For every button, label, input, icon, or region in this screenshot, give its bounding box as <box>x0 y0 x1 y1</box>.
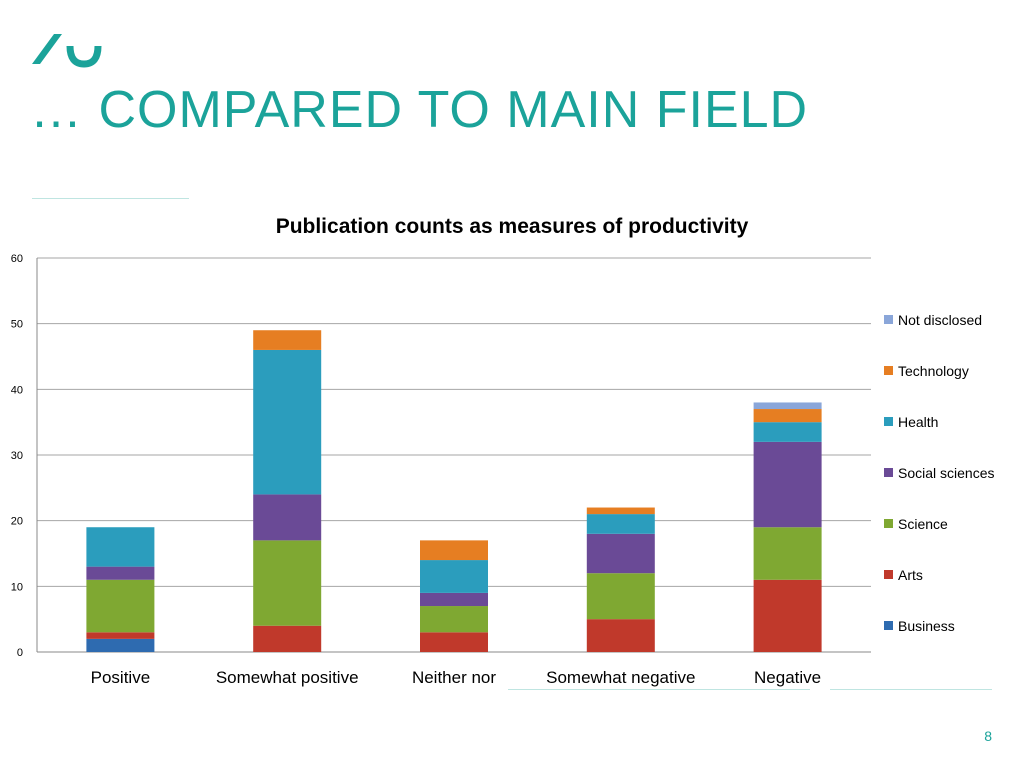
x-tick-label: Positive <box>91 668 151 687</box>
x-tick-label: Neither nor <box>412 668 496 687</box>
x-tick-label: Negative <box>754 668 821 687</box>
y-tick-label: 30 <box>11 450 23 462</box>
bar-segment <box>753 422 822 442</box>
x-tick-label: Somewhat positive <box>216 668 359 687</box>
bar-segment <box>86 566 155 580</box>
bar-segment <box>86 579 155 633</box>
legend-swatch <box>884 570 893 579</box>
slide-title: … COMPARED TO MAIN FIELD <box>30 81 809 139</box>
y-tick-label: 10 <box>11 581 23 593</box>
stacked-bar-chart: Publication counts as measures of produc… <box>11 215 995 687</box>
bar-segment <box>420 560 488 593</box>
footer-divider-right <box>830 689 992 690</box>
bar-segment <box>586 514 655 534</box>
bar-segment <box>586 573 655 620</box>
y-tick-label: 50 <box>11 319 23 331</box>
bar-segment <box>753 579 822 652</box>
legend-label: Science <box>898 516 948 532</box>
legend-swatch <box>884 417 893 426</box>
bar-segment <box>420 592 488 607</box>
legend-label: Not disclosed <box>898 312 982 328</box>
bar-segment <box>753 441 822 528</box>
bar-segment <box>753 409 822 423</box>
x-tick-label: Somewhat negative <box>546 668 695 687</box>
bar-segment <box>253 625 322 652</box>
bar-segment <box>253 540 322 626</box>
bar-segment <box>586 507 655 515</box>
bar-segment <box>253 494 322 541</box>
bar-segment <box>586 619 655 652</box>
page-number: 8 <box>984 728 992 744</box>
bar-segment <box>253 349 322 495</box>
legend-swatch <box>884 621 893 630</box>
bar-segment <box>586 533 655 574</box>
y-tick-label: 0 <box>17 647 23 659</box>
bar-segment <box>86 632 155 639</box>
footer-divider-left <box>508 689 810 690</box>
bar-segment <box>86 527 155 567</box>
legend-swatch <box>884 519 893 528</box>
legend-swatch <box>884 366 893 375</box>
legend-label: Arts <box>898 567 923 583</box>
y-tick-label: 20 <box>11 516 23 528</box>
logo-icon <box>32 34 102 68</box>
bar-segment <box>420 632 488 652</box>
bar-segment <box>420 540 488 561</box>
y-tick-label: 60 <box>11 253 23 265</box>
legend-swatch <box>884 468 893 477</box>
bar-segment <box>253 330 322 350</box>
legend-label: Technology <box>898 363 969 379</box>
legend-label: Business <box>898 618 955 634</box>
bar-segment <box>753 402 822 410</box>
legend-label: Health <box>898 414 938 430</box>
legend-swatch <box>884 315 893 324</box>
y-tick-label: 40 <box>11 384 23 396</box>
bar-segment <box>753 527 822 580</box>
bar-segment <box>86 638 155 652</box>
bar-segment <box>420 606 488 633</box>
legend-label: Social sciences <box>898 465 995 481</box>
title-divider <box>32 198 189 199</box>
chart-title: Publication counts as measures of produc… <box>276 215 749 238</box>
